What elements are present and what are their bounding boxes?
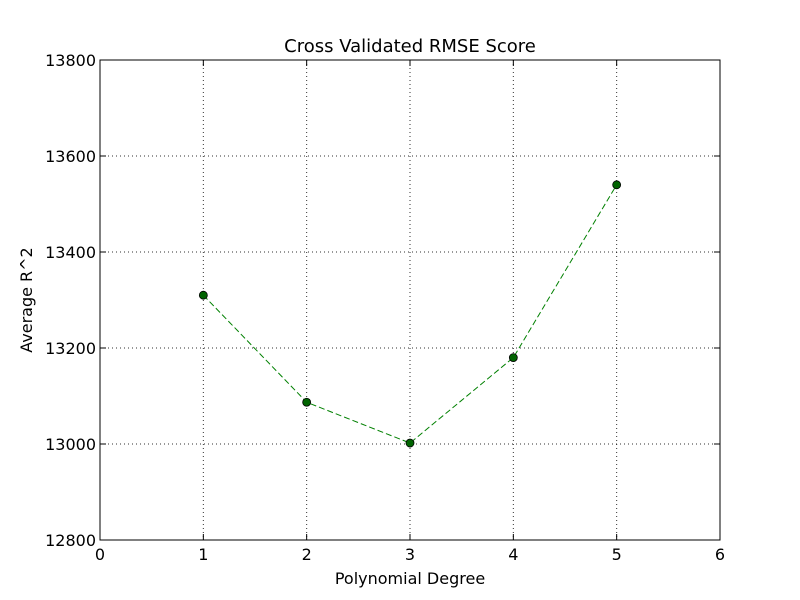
x-tick-label: 1 [198, 545, 208, 564]
data-series [198, 180, 622, 448]
y-tick-label: 13200 [45, 339, 96, 358]
x-tick-label: 5 [612, 545, 622, 564]
data-point [508, 353, 518, 363]
data-point [405, 438, 415, 448]
grid [100, 60, 720, 540]
chart-title: Cross Validated RMSE Score [284, 36, 536, 57]
y-tick-label: 13400 [45, 243, 96, 262]
series-line [202, 184, 618, 444]
y-tick-label: 12800 [45, 531, 96, 550]
y-tick-label: 13000 [45, 435, 96, 454]
x-tick-label: 0 [95, 545, 105, 564]
axis-ticks: 0 1 2 3 4 5 6 12800 13000 13200 13400 13600 13800 [45, 51, 725, 564]
y-tick-label: 13600 [45, 147, 96, 166]
data-point [302, 397, 312, 407]
x-tick-label: 3 [405, 545, 415, 564]
data-point [612, 180, 622, 190]
y-axis-label: Average R^2 [17, 247, 36, 353]
x-tick-label: 2 [302, 545, 312, 564]
data-point [198, 290, 208, 300]
x-axis-label: Polynomial Degree [335, 569, 485, 588]
x-tick-label: 6 [715, 545, 725, 564]
y-tick-label: 13800 [45, 51, 96, 70]
x-tick-label: 4 [508, 545, 518, 564]
